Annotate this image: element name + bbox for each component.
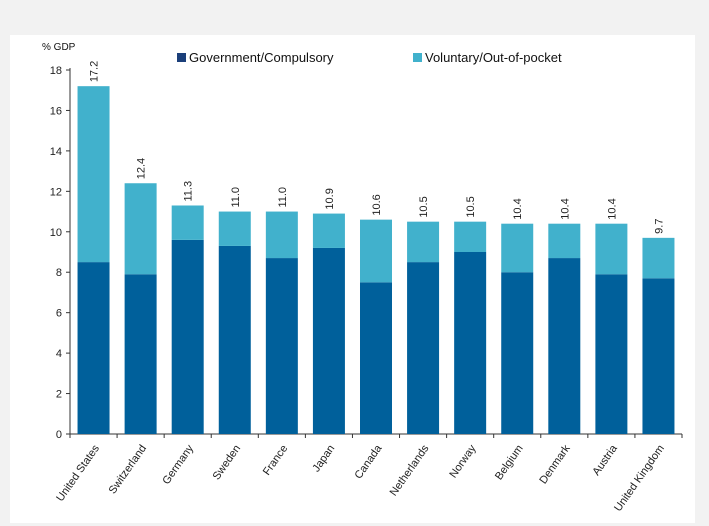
bar-government — [265, 258, 298, 434]
bar-government — [312, 247, 345, 434]
data-label-total: 10.5 — [418, 196, 430, 217]
legend: Government/Compulsory Voluntary/Out-of-p… — [177, 50, 562, 65]
bar-voluntary — [595, 223, 628, 275]
x-tick-label: United States — [54, 442, 102, 503]
legend-swatch-voluntary — [413, 53, 422, 62]
bar-voluntary — [171, 205, 204, 240]
x-tick-label: Norway — [447, 442, 479, 480]
x-tick-label: Sweden — [211, 443, 244, 482]
data-labels: 17.2 12.4 11.3 11.0 11.0 10.9 10.6 10.5 10.5 10.4… — [89, 61, 666, 234]
bar-voluntary — [360, 219, 392, 283]
y-tick-label: 6 — [56, 308, 62, 320]
legend-label-government: Government/Compulsory — [189, 50, 334, 65]
x-tick-label: Austria — [590, 442, 620, 478]
bar-government — [454, 252, 487, 434]
data-label-total: 10.4 — [512, 198, 524, 219]
bar-government — [124, 274, 157, 434]
legend-label-voluntary: Voluntary/Out-of-pocket — [425, 50, 562, 65]
x-tick-label: Japan — [310, 443, 337, 474]
bar-government — [407, 262, 440, 434]
y-tick-label: 0 — [56, 429, 62, 441]
bar-voluntary — [548, 223, 581, 259]
bar-voluntary — [407, 221, 440, 263]
x-tick-label: Switzerland — [107, 443, 149, 496]
bar-government — [171, 239, 204, 434]
bar-voluntary — [454, 221, 487, 252]
data-label-total: 10.6 — [371, 194, 383, 215]
data-label-total: 11.0 — [277, 187, 289, 208]
data-label-total: 12.4 — [136, 158, 148, 179]
bar-government — [77, 262, 110, 434]
y-tick-label: 4 — [56, 348, 62, 360]
data-label-total: 10.4 — [606, 198, 618, 219]
bar-government — [548, 258, 581, 434]
x-tick-label: Netherlands — [388, 442, 432, 498]
legend-swatch-government — [177, 53, 186, 62]
data-label-total: 10.5 — [465, 196, 477, 217]
y-axis-unit-label: % GDP — [42, 42, 76, 53]
x-tick-label: Belgium — [493, 443, 526, 482]
y-tick-label: 8 — [56, 267, 62, 279]
bar-voluntary — [124, 183, 157, 275]
bar-voluntary — [642, 237, 675, 279]
bar-government — [360, 282, 392, 434]
x-tick-label: Canada — [353, 442, 385, 481]
bars — [77, 86, 675, 434]
data-label-total: 11.0 — [230, 187, 242, 208]
data-label-total: 10.4 — [559, 198, 571, 219]
x-tick-label: Germany — [160, 442, 196, 486]
bar-government — [501, 272, 534, 434]
y-tick-label: 14 — [50, 146, 62, 158]
bar-voluntary — [265, 211, 298, 259]
data-label-total: 9.7 — [653, 219, 665, 234]
y-tick-label: 16 — [50, 105, 62, 117]
bar-government — [642, 278, 675, 434]
x-tick-label: United Kingdom — [612, 443, 667, 514]
bar-voluntary — [77, 86, 110, 263]
y-tick-label: 12 — [50, 186, 62, 198]
chart-card — [10, 35, 695, 523]
x-tick-label: Denmark — [537, 442, 573, 486]
data-label-total: 10.9 — [324, 188, 336, 209]
bar-voluntary — [501, 223, 534, 273]
y-tick-label: 10 — [50, 227, 62, 239]
bar-government — [218, 245, 251, 434]
data-label-total: 11.3 — [183, 181, 195, 202]
bar-voluntary — [218, 211, 251, 246]
x-tick-label: France — [261, 443, 290, 478]
bar-government — [595, 274, 628, 434]
y-tick-label: 18 — [50, 65, 62, 77]
data-label-total: 17.2 — [89, 61, 101, 82]
y-tick-label: 2 — [56, 389, 62, 401]
x-tick-labels: United States Switzerland Germany Sweden Fra… — [54, 442, 667, 514]
bar-voluntary — [312, 213, 345, 248]
